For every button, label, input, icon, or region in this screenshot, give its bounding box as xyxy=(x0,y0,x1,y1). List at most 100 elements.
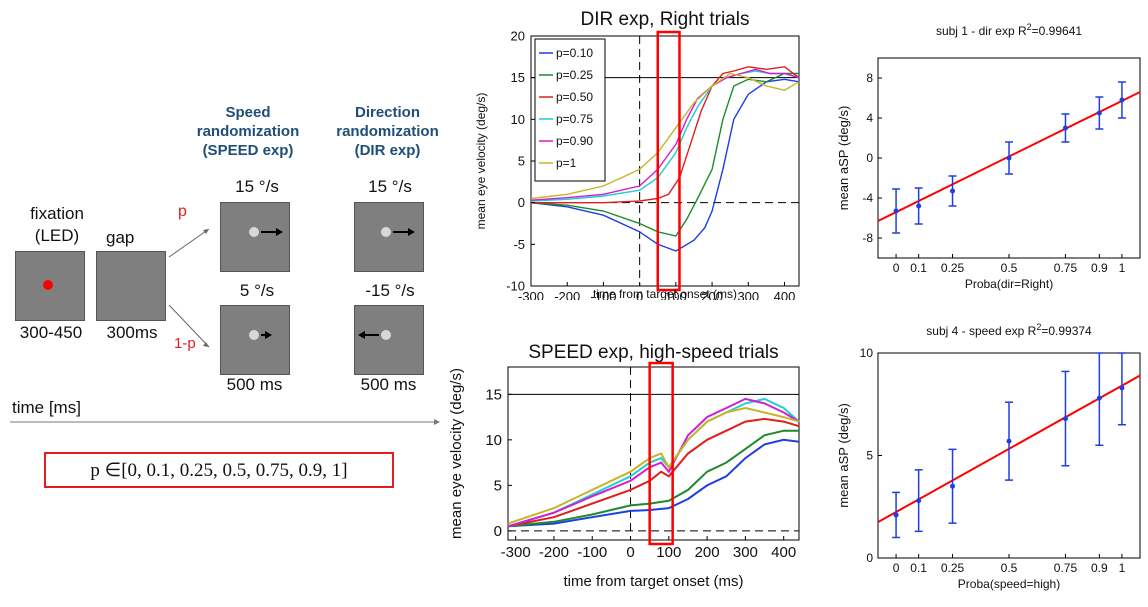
x-tick-label: 0.25 xyxy=(941,561,965,575)
p-set-text: p ∈[0, 0.1, 0.25, 0.5, 0.75, 0.9, 1] xyxy=(90,459,348,481)
highlight-window xyxy=(648,361,674,546)
chart-title: subj 1 - dir exp R2=0.99641 xyxy=(936,22,1082,38)
series-line-5 xyxy=(530,72,800,200)
data-point xyxy=(1119,385,1125,391)
y-tick-label: 0 xyxy=(518,195,525,210)
x-tick-label: -200 xyxy=(539,544,569,561)
legend-label-5: p=1 xyxy=(556,156,577,170)
chart-title: subj 4 - speed exp R2=0.99374 xyxy=(926,322,1092,338)
x-tick-label: 1 xyxy=(1119,561,1126,575)
legend-box xyxy=(534,38,606,182)
x-tick-label: 0 xyxy=(636,289,643,300)
highlight-window xyxy=(656,30,681,292)
series-line-1 xyxy=(507,429,799,528)
data-point xyxy=(893,208,899,214)
x-tick-label: 0.9 xyxy=(1091,261,1108,275)
y-tick-label: 5 xyxy=(494,478,502,495)
data-point xyxy=(916,203,922,209)
y-tick-label: 0 xyxy=(866,151,873,165)
series-line-0 xyxy=(507,438,800,528)
x-tick-label: -100 xyxy=(577,544,607,561)
time-axis-arrow xyxy=(10,419,440,425)
x-tick-label: 300 xyxy=(733,544,758,561)
x-tick-label: 0 xyxy=(893,561,900,575)
data-point xyxy=(1062,416,1068,422)
x-tick-label: -300 xyxy=(518,289,544,300)
chart-title-sup: 2 xyxy=(1027,22,1032,32)
chart-title-tail: =0.99641 xyxy=(1032,24,1083,38)
chart-title-sup: 2 xyxy=(1036,322,1041,332)
branch-arrows xyxy=(168,228,210,348)
y-tick-label: 0 xyxy=(866,551,873,565)
x-tick-label: 0.5 xyxy=(1001,261,1018,275)
series-line-2 xyxy=(507,417,800,528)
series-line-5 xyxy=(507,406,800,525)
x-tick-label: -200 xyxy=(554,289,580,300)
speed-top-label: 15 °/s xyxy=(235,177,279,196)
x-tick-label: 100 xyxy=(665,289,687,300)
x-tick-label: 0.9 xyxy=(1091,561,1108,575)
x-tick-label: 0.1 xyxy=(910,561,927,575)
plot-frame xyxy=(507,366,800,541)
x-tick-label: -300 xyxy=(501,544,531,561)
legend-label-2: p=0.50 xyxy=(556,90,593,104)
data-point xyxy=(1062,125,1068,131)
legend-label-3: p=0.75 xyxy=(556,112,593,126)
dir-top-box xyxy=(354,202,424,272)
series-line-0 xyxy=(530,78,800,252)
y-tick-label: 15 xyxy=(485,387,502,404)
fixation-duration: 300-450 xyxy=(19,323,83,342)
chart-title-main: subj 4 - speed exp R xyxy=(926,324,1036,338)
dir-duration: 500 ms xyxy=(360,375,417,394)
series-line-1 xyxy=(530,72,799,237)
chart-title-tail: =0.99374 xyxy=(1041,324,1092,338)
x-tick-label: 200 xyxy=(701,289,723,300)
subj1-dir-fit-chart: subj 1 - dir exp R2=0.99641 0 0.1 0.25 0.5 0.… xyxy=(836,22,1141,291)
y-tick-label: 5 xyxy=(866,449,873,463)
speed-randomization-header: Speed randomization (SPEED exp) xyxy=(196,104,300,159)
gap-duration: 300ms xyxy=(106,323,158,342)
speed-bottom-box xyxy=(220,305,290,375)
dir-bottom-box xyxy=(354,305,424,375)
gap-box xyxy=(96,251,166,321)
x-tick-label: 1 xyxy=(1119,261,1126,275)
y-tick-label: 10 xyxy=(511,112,525,127)
x-tick-label: 100 xyxy=(656,544,681,561)
y-tick-label: 10 xyxy=(860,346,874,360)
x-tick-label: 0.1 xyxy=(910,261,927,275)
dir-bottom-label: -15 °/s xyxy=(365,281,415,300)
data-point xyxy=(1006,155,1012,161)
data-point xyxy=(950,188,956,194)
x-tick-label: 0.75 xyxy=(1054,261,1078,275)
y-tick-label: 10 xyxy=(485,432,502,449)
series-line-2 xyxy=(531,66,800,204)
y-tick-label: 15 xyxy=(511,70,525,85)
x-tick-label: 300 xyxy=(737,289,759,300)
x-axis-label: Proba(dir=Right) xyxy=(965,277,1053,291)
x-tick-label: -100 xyxy=(590,289,616,300)
y-tick-label: 5 xyxy=(518,154,525,169)
data-point xyxy=(1096,110,1102,116)
y-axis-label: mean eye velocity (deg/s) xyxy=(474,93,488,230)
data-point xyxy=(1096,395,1102,401)
time-axis-label: time [ms] xyxy=(12,398,81,417)
x-tick-label: 200 xyxy=(695,544,720,561)
data-point xyxy=(1119,97,1125,103)
y-tick-label: 8 xyxy=(866,71,873,85)
x-tick-label: 0 xyxy=(893,261,900,275)
x-tick-label: 0.75 xyxy=(1054,561,1078,575)
x-axis-label: time from target onset (ms) xyxy=(563,573,743,590)
fixation-dot xyxy=(43,280,53,290)
dir-top-label: 15 °/s xyxy=(368,177,412,196)
y-axis-label: mean aSP (deg/s) xyxy=(836,106,851,211)
y-tick-label: -4 xyxy=(862,191,873,205)
p-set-box: p ∈[0, 0.1, 0.25, 0.5, 0.75, 0.9, 1] xyxy=(44,452,394,488)
y-tick-label: 20 xyxy=(511,29,525,44)
x-tick-label: 400 xyxy=(771,544,796,561)
series-line-4 xyxy=(507,397,800,528)
y-tick-label: -8 xyxy=(862,231,873,245)
x-tick-label: 400 xyxy=(774,289,796,300)
speed-top-box xyxy=(220,202,290,272)
legend-label-4: p=0.90 xyxy=(556,134,593,148)
one-minus-p-label: 1-p xyxy=(174,335,196,352)
